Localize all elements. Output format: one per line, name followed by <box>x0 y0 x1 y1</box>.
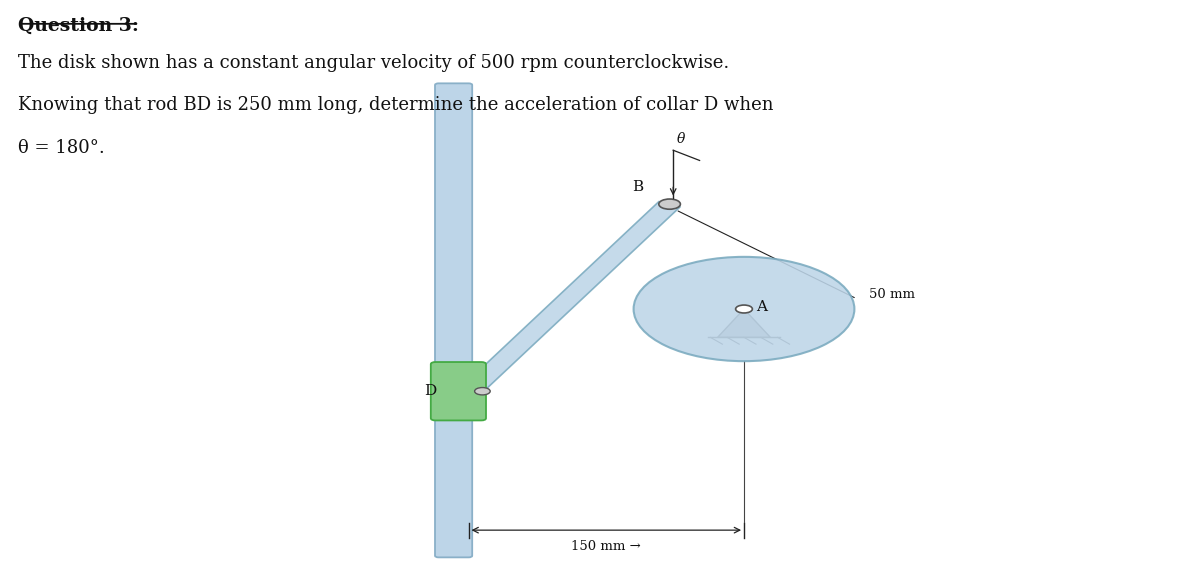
Circle shape <box>659 199 680 209</box>
Ellipse shape <box>634 257 854 361</box>
FancyBboxPatch shape <box>431 362 486 421</box>
Text: 150 mm →: 150 mm → <box>571 540 641 553</box>
Text: B: B <box>632 180 643 194</box>
FancyBboxPatch shape <box>436 83 472 557</box>
Text: Knowing that rod BD is 250 mm long, determine the acceleration of collar D when: Knowing that rod BD is 250 mm long, dete… <box>18 96 774 115</box>
Text: θ = 180°.: θ = 180°. <box>18 139 104 157</box>
Text: θ: θ <box>677 132 685 146</box>
Polygon shape <box>718 309 770 337</box>
Text: D: D <box>425 384 437 398</box>
Text: 50 mm: 50 mm <box>869 289 914 301</box>
Circle shape <box>475 388 491 395</box>
Text: Question 3:: Question 3: <box>18 17 139 35</box>
Text: The disk shown has a constant angular velocity of 500 rpm counterclockwise.: The disk shown has a constant angular ve… <box>18 54 730 72</box>
Circle shape <box>736 305 752 313</box>
Text: A: A <box>756 301 767 314</box>
Polygon shape <box>460 202 680 393</box>
